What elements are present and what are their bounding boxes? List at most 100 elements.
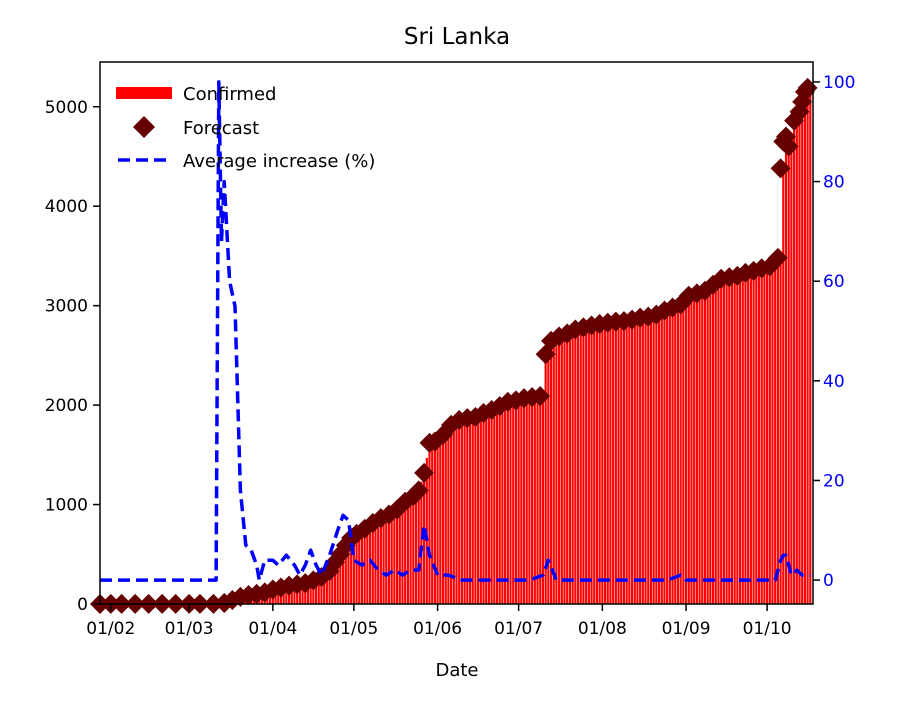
confirmed-bar bbox=[388, 514, 390, 604]
confirmed-bar bbox=[531, 397, 533, 604]
confirmed-bar bbox=[790, 137, 792, 604]
confirmed-bar bbox=[499, 406, 501, 604]
x-tick-label: 01/07 bbox=[494, 619, 543, 639]
confirmed-bar bbox=[572, 331, 574, 604]
confirmed-bar bbox=[677, 306, 679, 604]
confirmed-bar bbox=[458, 420, 460, 604]
confirmed-bar bbox=[804, 97, 806, 604]
confirmed-bar bbox=[520, 398, 522, 604]
legend-swatch-confirmed bbox=[116, 87, 172, 99]
confirmed-bar bbox=[582, 327, 584, 604]
confirmed-bar bbox=[550, 341, 552, 604]
confirmed-bar bbox=[507, 403, 509, 604]
confirmed-bar bbox=[439, 437, 441, 604]
confirmed-bar bbox=[801, 107, 803, 604]
confirmed-bar bbox=[653, 315, 655, 604]
confirmed-bar bbox=[628, 320, 630, 604]
y-tick-label: 3000 bbox=[45, 297, 88, 317]
confirmed-bar bbox=[574, 330, 576, 604]
confirmed-bar bbox=[515, 400, 517, 604]
confirmed-bar bbox=[785, 144, 787, 604]
y-tick-label: 4000 bbox=[45, 197, 88, 217]
confirmed-bar bbox=[593, 325, 595, 604]
confirmed-bar bbox=[609, 323, 611, 604]
y2-tick-label: 100 bbox=[823, 73, 855, 93]
confirmed-bar bbox=[715, 283, 717, 604]
confirmed-bar bbox=[596, 325, 598, 604]
confirmed-bar bbox=[680, 304, 682, 604]
confirmed-bar bbox=[753, 271, 755, 604]
x-tick-label: 01/08 bbox=[578, 619, 627, 639]
confirmed-bar bbox=[744, 273, 746, 604]
confirmed-bar bbox=[358, 533, 360, 605]
y-tick-label: 1000 bbox=[45, 496, 88, 516]
confirmed-bar bbox=[774, 266, 776, 604]
confirmed-bar bbox=[431, 442, 433, 604]
y-tick-label: 5000 bbox=[45, 98, 88, 118]
confirmed-bar bbox=[674, 307, 676, 604]
x-tick-label: 01/03 bbox=[165, 619, 214, 639]
confirmed-bar bbox=[523, 398, 525, 604]
confirmed-bar bbox=[558, 336, 560, 604]
legend-label-forecast: Forecast bbox=[183, 118, 259, 139]
confirmed-bar bbox=[793, 127, 795, 604]
confirmed-bar bbox=[526, 398, 528, 604]
confirmed-bar bbox=[620, 322, 622, 604]
confirmed-bar bbox=[563, 334, 565, 604]
chart-title: Sri Lanka bbox=[404, 24, 510, 50]
confirmed-bar bbox=[366, 527, 368, 604]
confirmed-bar bbox=[485, 411, 487, 604]
confirmed-bar bbox=[788, 140, 790, 604]
confirmed-bar bbox=[766, 267, 768, 604]
confirmed-bar bbox=[712, 285, 714, 604]
confirmed-bar bbox=[588, 326, 590, 604]
confirmed-bar bbox=[639, 318, 641, 604]
confirmed-bar bbox=[561, 335, 563, 604]
confirmed-bar bbox=[504, 404, 506, 604]
confirmed-bar bbox=[380, 518, 382, 604]
x-tick-label: 01/02 bbox=[86, 619, 135, 639]
confirmed-bar bbox=[685, 297, 687, 604]
confirmed-bar bbox=[720, 280, 722, 604]
confirmed-bar bbox=[747, 272, 749, 604]
confirmed-bar bbox=[509, 402, 511, 604]
forecast-marker bbox=[771, 158, 791, 178]
confirmed-bar bbox=[542, 396, 544, 604]
x-tick-label: 01/06 bbox=[413, 619, 462, 639]
confirmed-bar bbox=[482, 413, 484, 604]
confirmed-bar bbox=[404, 502, 406, 604]
confirmed-bar bbox=[434, 441, 436, 604]
confirmed-bar bbox=[769, 267, 771, 604]
confirmed-bar bbox=[771, 266, 773, 604]
confirmed-bar bbox=[364, 529, 366, 604]
y2-tick-label: 60 bbox=[823, 272, 845, 292]
confirmed-bar bbox=[626, 321, 628, 604]
confirmed-bar bbox=[604, 323, 606, 604]
confirmed-bar bbox=[709, 286, 711, 604]
confirmed-bar bbox=[472, 417, 474, 604]
confirmed-bar bbox=[755, 270, 757, 604]
confirmed-bar bbox=[650, 316, 652, 604]
y-tick-label: 2000 bbox=[45, 396, 88, 416]
confirmed-bar bbox=[534, 397, 536, 604]
confirmed-bar bbox=[599, 324, 601, 604]
confirmed-bar bbox=[369, 525, 371, 604]
confirmed-bar bbox=[682, 301, 684, 604]
confirmed-bar bbox=[407, 500, 409, 604]
confirmed-bar bbox=[410, 497, 412, 604]
confirmed-bar bbox=[442, 433, 444, 604]
confirmed-bar bbox=[658, 313, 660, 604]
y2-tick-label: 20 bbox=[823, 471, 845, 491]
confirmed-bar bbox=[401, 504, 403, 604]
confirmed-bar bbox=[615, 322, 617, 604]
confirmed-bar bbox=[355, 534, 357, 604]
confirmed-bar bbox=[696, 293, 698, 604]
confirmed-bar bbox=[707, 288, 709, 604]
confirmed-bar bbox=[464, 419, 466, 604]
confirmed-bar bbox=[412, 495, 414, 604]
confirmed-bar bbox=[780, 255, 782, 604]
confirmed-bar bbox=[655, 314, 657, 604]
confirmed-bar bbox=[474, 417, 476, 604]
confirmed-bar bbox=[536, 396, 538, 604]
